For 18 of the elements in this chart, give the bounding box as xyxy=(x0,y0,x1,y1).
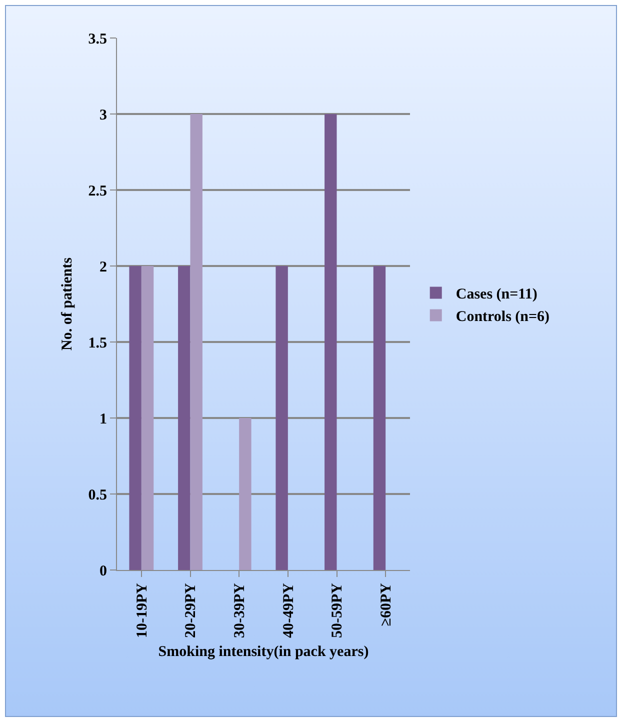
x-tick-label: 30-39PY xyxy=(232,582,248,638)
y-tick-label: 0.5 xyxy=(88,487,107,504)
x-tick-label: ≥60PY xyxy=(378,582,394,626)
y-tick-label: 1.5 xyxy=(88,335,107,352)
x-axis-title: Smoking intensity(in pack years) xyxy=(158,644,369,660)
x-tick-label: 10-19PY xyxy=(134,582,150,638)
y-tick-label: 2 xyxy=(100,259,107,276)
x-tick-label: 20-29PY xyxy=(183,582,200,638)
y-tick-label: 2.5 xyxy=(88,183,107,200)
y-tick-label: 1 xyxy=(100,411,107,428)
y-tick-label: 3.5 xyxy=(88,31,107,48)
legend-label: Controls (n=6) xyxy=(456,309,550,326)
x-tick-label: 40-49PY xyxy=(280,582,297,638)
y-tick-label: 3 xyxy=(100,107,107,124)
legend-label: Cases (n=11) xyxy=(456,286,538,303)
y-tick-label: 0 xyxy=(100,563,107,580)
x-tick-label: 50-59PY xyxy=(330,582,346,638)
y-axis-title: No. of patients xyxy=(60,257,76,350)
